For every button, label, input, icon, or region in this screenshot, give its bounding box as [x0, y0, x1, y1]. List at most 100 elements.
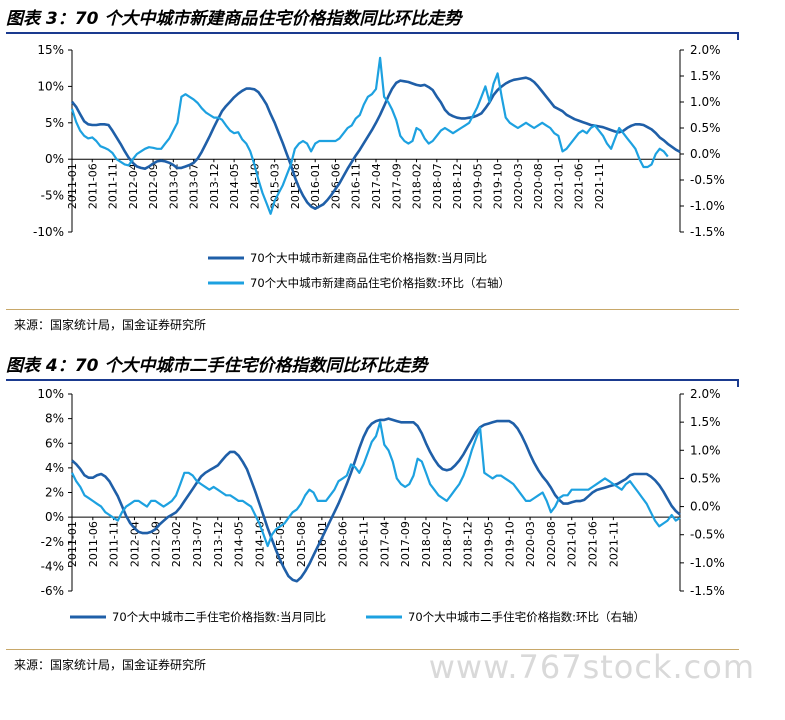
- figure4-title: 图表 4：70 个大中城市二手住宅价格指数同比环比走势: [6, 356, 428, 376]
- x-axis-tick-label: 2013-07: [191, 521, 204, 567]
- x-axis-tick-label: 2019-10: [492, 163, 505, 209]
- right-axis-tick-label: -1.0%: [690, 199, 725, 213]
- legend-label: 70个大中城市新建商品住宅价格指数:环比（右轴）: [250, 276, 510, 290]
- x-axis-tick-label: 2013-02: [167, 163, 180, 209]
- x-axis-tick-label: 2016-11: [358, 521, 371, 567]
- x-axis-tick-label: 2011-06: [86, 163, 99, 209]
- x-axis-tick-label: 2021-06: [587, 521, 600, 567]
- watermark: www.767stock.com: [428, 648, 755, 686]
- x-axis-tick-label: 2011-01: [66, 163, 79, 209]
- figure3-source-rule: [6, 309, 739, 310]
- figure4-source-rule: [6, 649, 739, 650]
- x-axis-tick-label: 2018-02: [411, 163, 424, 209]
- left-axis-tick-label: -6%: [41, 584, 64, 598]
- left-axis-tick-label: -10%: [33, 225, 64, 239]
- x-axis-tick-label: 2016-01: [309, 163, 322, 209]
- right-axis-tick-label: 1.5%: [690, 415, 721, 429]
- x-axis-tick-label: 2017-09: [390, 163, 403, 209]
- x-axis-tick-label: 2018-07: [441, 521, 454, 567]
- x-axis-tick-label: 2020-08: [532, 163, 545, 209]
- left-axis-tick-label: 4%: [45, 461, 64, 475]
- figure4-title-rule-end: [737, 379, 739, 387]
- x-axis-tick-label: 2016-11: [350, 163, 363, 209]
- left-axis-tick-label: 0%: [45, 152, 64, 166]
- x-axis-tick-label: 2021-01: [566, 521, 579, 567]
- legend-label: 70个大中城市二手住宅价格指数:环比（右轴）: [408, 610, 645, 624]
- x-axis-tick-label: 2013-07: [188, 163, 201, 209]
- right-axis-tick-label: 0.0%: [690, 147, 721, 161]
- x-axis-tick-label: 2017-09: [399, 521, 412, 567]
- x-axis-tick-label: 2018-12: [451, 163, 464, 209]
- right-axis-tick-label: 0.0%: [690, 500, 721, 514]
- left-axis-tick-label: -2%: [41, 535, 64, 549]
- x-axis-tick-label: 2019-10: [503, 521, 516, 567]
- right-axis-tick-label: 0.5%: [690, 471, 721, 485]
- series-line-mom: [71, 420, 681, 548]
- x-axis-tick-label: 2021-11: [607, 521, 620, 567]
- figure4-source: 来源：国家统计局，国金证券研究所: [14, 658, 207, 672]
- x-axis-tick-label: 2012-09: [147, 163, 160, 209]
- figure4-title-rule: [6, 379, 739, 381]
- x-axis-tick-label: 2011-11: [107, 163, 120, 209]
- x-axis-tick-label: 2021-01: [552, 163, 565, 209]
- x-axis-tick-label: 2015-03: [269, 163, 282, 209]
- series-line-mom: [70, 56, 669, 215]
- right-axis-tick-label: 0.5%: [690, 121, 721, 135]
- series-line-yoy: [71, 417, 681, 583]
- x-axis-tick-label: 2014-05: [228, 163, 241, 209]
- x-axis-tick-label: 2013-02: [170, 521, 183, 567]
- right-axis-tick-label: 1.0%: [690, 95, 721, 109]
- right-axis-tick-label: 2.0%: [690, 387, 721, 401]
- left-axis-tick-label: 5%: [45, 116, 64, 130]
- legend-label: 70个大中城市新建商品住宅价格指数:当月同比: [250, 251, 487, 265]
- x-axis-tick-label: 2014-05: [233, 521, 246, 567]
- x-axis-tick-label: 2018-12: [462, 521, 475, 567]
- x-axis-tick-label: 2019-05: [471, 163, 484, 209]
- left-axis-tick-label: 10%: [37, 79, 64, 93]
- x-axis-tick-label: 2016-06: [337, 521, 350, 567]
- x-axis-tick-label: 2012-09: [149, 521, 162, 567]
- x-axis-tick-label: 2017-04: [378, 521, 391, 567]
- x-axis-tick-label: 2018-07: [431, 163, 444, 209]
- right-axis-tick-label: 2.0%: [690, 43, 721, 57]
- right-axis-tick-label: -1.0%: [690, 556, 725, 570]
- left-axis-tick-label: -4%: [41, 559, 64, 573]
- x-axis-tick-label: 2015-08: [295, 521, 308, 567]
- x-axis-tick-label: 2019-05: [482, 521, 495, 567]
- x-axis-tick-label: 2011-01: [66, 521, 79, 567]
- x-axis-tick-label: 2021-11: [593, 163, 606, 209]
- figure3-title: 图表 3：70 个大中城市新建商品住宅价格指数同比环比走势: [6, 9, 462, 29]
- right-axis-tick-label: -0.5%: [690, 173, 725, 187]
- legend-label: 70个大中城市二手住宅价格指数:当月同比: [112, 610, 326, 624]
- x-axis-tick-label: 2014-10: [253, 521, 266, 567]
- x-axis-tick-label: 2020-03: [524, 521, 537, 567]
- left-axis-tick-label: 2%: [45, 486, 64, 500]
- left-axis-tick-label: 10%: [37, 387, 64, 401]
- x-axis-tick-label: 2012-04: [127, 163, 140, 209]
- x-axis-tick-label: 2013-12: [208, 163, 221, 209]
- x-axis-tick-label: 2018-02: [420, 521, 433, 567]
- right-axis-tick-label: 1.5%: [690, 69, 721, 83]
- figure3-title-rule: [6, 32, 739, 34]
- x-axis-tick-label: 2011-11: [108, 521, 121, 567]
- right-axis-tick-label: -0.5%: [690, 528, 725, 542]
- left-axis-tick-label: 15%: [37, 43, 64, 57]
- series-line-yoy: [70, 76, 681, 210]
- left-axis-tick-label: 0%: [45, 510, 64, 524]
- left-axis-tick-label: -5%: [41, 189, 64, 203]
- x-axis-tick-label: 2017-04: [370, 163, 383, 209]
- figure3-chart: 15% 10% 5% 0% -5% -10% 2.0% 1.5% 1.0% 0.5% 0.0% -0.…: [33, 43, 725, 290]
- right-axis-tick-label: -1.5%: [690, 584, 725, 598]
- x-axis-tick-label: 2013-12: [212, 521, 225, 567]
- figure3-source: 来源：国家统计局，国金证券研究所: [14, 318, 207, 332]
- x-axis-tick-label: 2020-03: [512, 163, 525, 209]
- left-axis-tick-label: 6%: [45, 436, 64, 450]
- right-axis-tick-label: -1.5%: [690, 225, 725, 239]
- x-axis-tick-label: 2020-08: [545, 521, 558, 567]
- x-axis-tick-label: 2021-06: [573, 163, 586, 209]
- x-axis-tick-label: 2011-06: [87, 521, 100, 567]
- figure4-chart: 10% 8% 6% 4% 2% 0% -2% -4% -6% 2.0% 1.5% 1.0% 0.5% 0.…: [37, 387, 725, 624]
- left-axis-tick-label: 8%: [45, 412, 64, 426]
- x-axis-tick-label: 2015-08: [289, 163, 302, 209]
- figure3-title-rule-end: [737, 32, 739, 40]
